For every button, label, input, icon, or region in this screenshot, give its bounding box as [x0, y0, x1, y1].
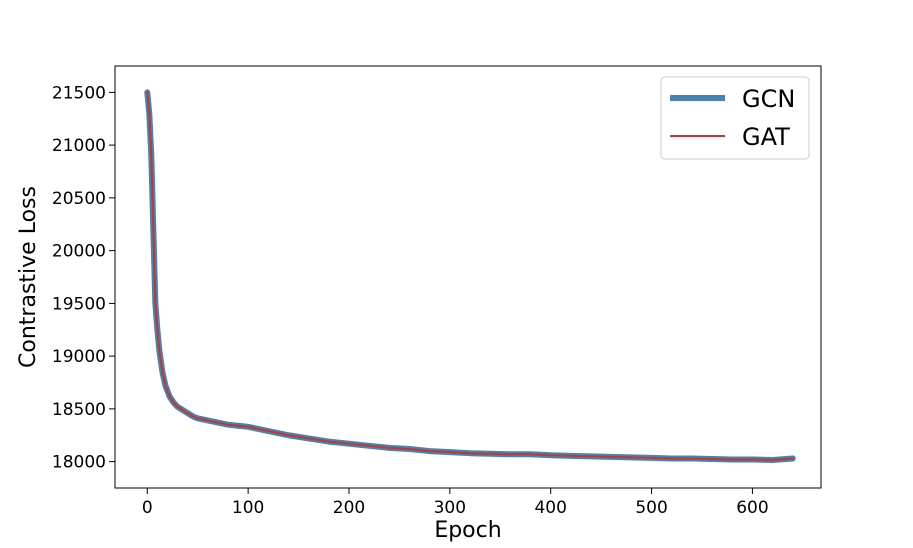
x-tick-label: 0 — [142, 498, 153, 518]
x-tick-label: 100 — [232, 498, 264, 518]
x-axis-label: Epoch — [434, 518, 501, 543]
series-line-gat — [146, 91, 794, 462]
y-tick-label: 20500 — [52, 189, 106, 209]
y-tick-label: 20000 — [52, 242, 106, 262]
y-tick-label: 18000 — [52, 453, 106, 473]
legend: GCN GAT — [660, 76, 810, 160]
y-axis-label: Contrastive Loss — [16, 186, 41, 368]
x-tick-label: 400 — [534, 498, 566, 518]
y-tick-label: 18500 — [52, 400, 106, 420]
x-tick-label: 300 — [434, 498, 466, 518]
y-tick-label: 19000 — [52, 347, 106, 367]
y-tick-label: 21500 — [52, 83, 106, 103]
y-tick-label: 19500 — [52, 294, 106, 314]
x-tick-label: 200 — [333, 498, 365, 518]
ticks-layer: 0 100 200 300 400 500 600 18000 18500 19000 19500 2… — [52, 83, 769, 518]
legend-label-gcn: GCN — [742, 85, 795, 113]
x-tick-label: 600 — [736, 498, 768, 518]
series-layer — [144, 89, 796, 464]
x-tick-label: 500 — [635, 498, 667, 518]
plot-area-frame — [114, 65, 822, 489]
y-tick-label: 21000 — [52, 136, 106, 156]
legend-label-gat: GAT — [742, 123, 790, 151]
